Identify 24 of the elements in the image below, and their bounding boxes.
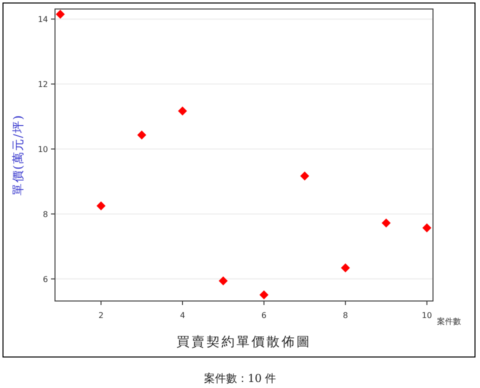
point bbox=[137, 130, 146, 140]
y-tick-label: 6 bbox=[42, 274, 48, 284]
y-tick-label: 10 bbox=[38, 144, 48, 154]
x-tick-label: 2 bbox=[98, 311, 104, 320]
x-tick-label: 8 bbox=[342, 311, 348, 320]
y-tick-label: 14 bbox=[38, 15, 48, 24]
point bbox=[340, 263, 350, 272]
point bbox=[300, 171, 310, 180]
point bbox=[56, 10, 65, 19]
y-axis-title: 單價(萬元/坪) bbox=[11, 114, 25, 196]
point bbox=[382, 218, 391, 228]
point bbox=[178, 106, 187, 116]
x-tick-label: 4 bbox=[180, 311, 186, 320]
point bbox=[218, 276, 228, 286]
x-axis-title: 案件數 bbox=[437, 317, 461, 326]
point bbox=[422, 223, 432, 232]
x-tick-label: 6 bbox=[261, 311, 267, 320]
text: 買賣契約單價散佈圖 bbox=[176, 335, 312, 350]
point bbox=[96, 201, 106, 210]
text: 案件數：10 件 bbox=[204, 372, 276, 385]
y-tick-label: 8 bbox=[42, 210, 48, 219]
y-tick-label: 12 bbox=[38, 80, 48, 90]
point bbox=[259, 290, 268, 300]
x-tick-label: 10 bbox=[422, 311, 432, 320]
